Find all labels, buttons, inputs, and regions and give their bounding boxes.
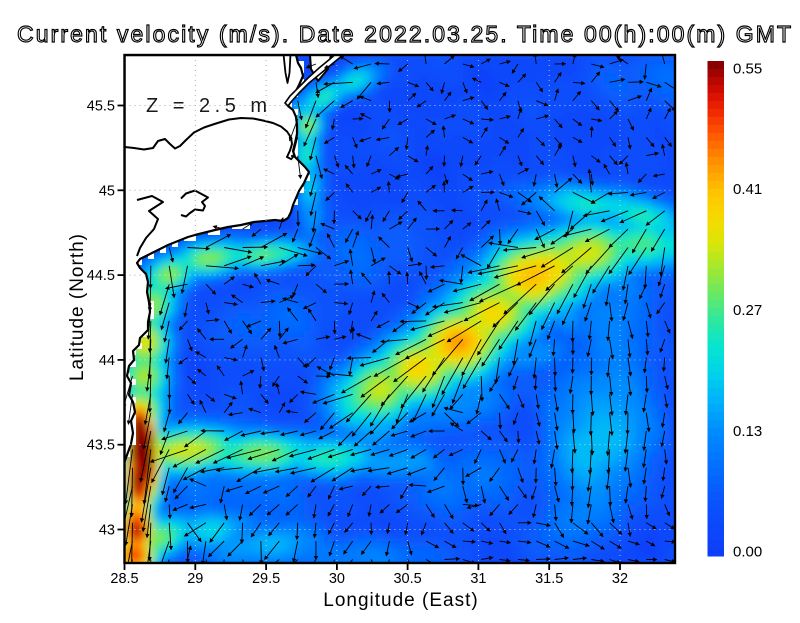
svg-text:0.27: 0.27 <box>733 302 762 319</box>
svg-text:30.5: 30.5 <box>393 571 421 587</box>
svg-text:31.5: 31.5 <box>535 571 563 587</box>
svg-text:29: 29 <box>187 571 203 587</box>
svg-text:0.00: 0.00 <box>733 544 762 561</box>
svg-text:43: 43 <box>99 523 115 539</box>
svg-text:28.5: 28.5 <box>110 571 138 587</box>
svg-text:45: 45 <box>99 183 115 199</box>
svg-text:Latitude (North): Latitude (North) <box>67 233 88 381</box>
svg-text:0.13: 0.13 <box>733 423 762 440</box>
svg-text:0.41: 0.41 <box>733 181 762 198</box>
svg-text:45.5: 45.5 <box>87 99 115 115</box>
svg-text:44.5: 44.5 <box>87 268 115 284</box>
svg-text:29.5: 29.5 <box>252 571 280 587</box>
svg-text:31: 31 <box>470 571 486 587</box>
svg-text:44: 44 <box>99 353 115 369</box>
svg-text:43.5: 43.5 <box>87 438 115 454</box>
svg-text:Current velocity (m/s). Date 2: Current velocity (m/s). Date 2022.03.25.… <box>17 21 793 47</box>
svg-text:0.55: 0.55 <box>733 61 762 78</box>
svg-text:Longitude (East): Longitude (East) <box>323 590 478 611</box>
svg-text:Z = 2.5 m: Z = 2.5 m <box>146 95 272 117</box>
svg-text:32: 32 <box>612 571 628 587</box>
svg-text:30: 30 <box>329 571 345 587</box>
